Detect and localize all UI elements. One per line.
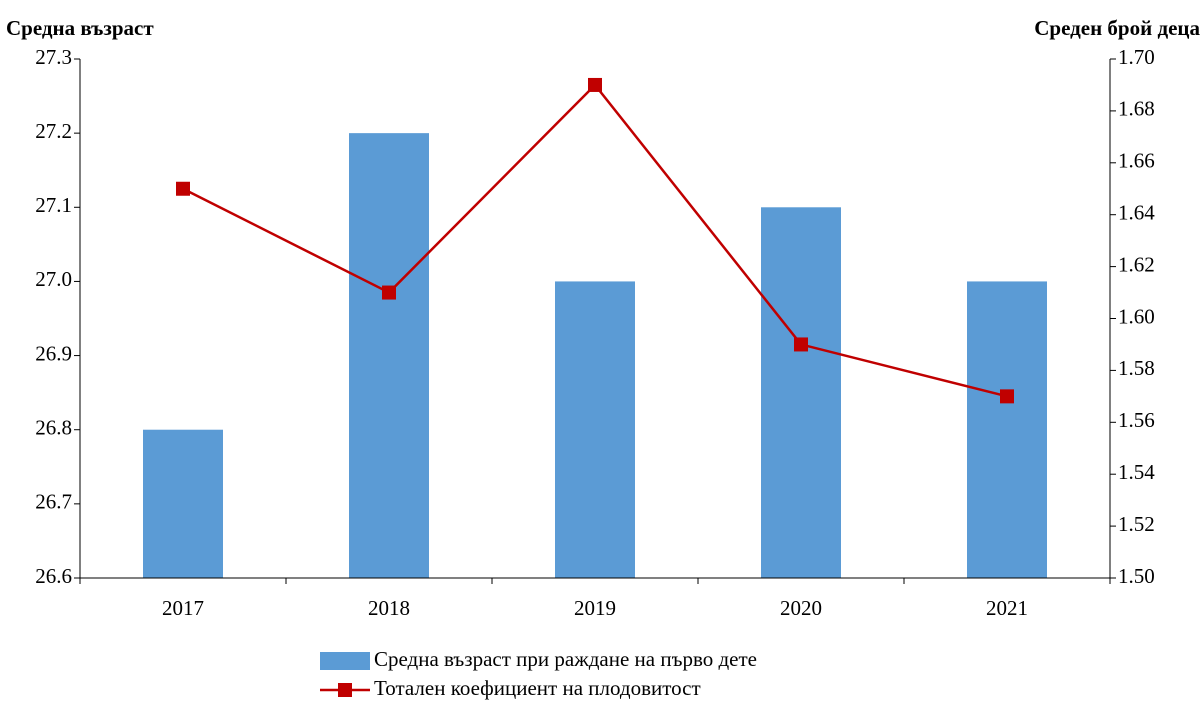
x-tick-label: 2021 — [986, 596, 1028, 620]
y2-tick-label: 1.60 — [1118, 304, 1155, 328]
y2-axis-title: Среден брой деца — [1034, 16, 1200, 40]
bar — [349, 133, 429, 578]
y2-tick-label: 1.68 — [1118, 97, 1155, 121]
x-tick-label: 2020 — [780, 596, 822, 620]
y-tick-label: 26.9 — [35, 341, 72, 365]
y-axis-title: Средна възраст — [6, 16, 154, 40]
bar — [143, 429, 223, 578]
legend-swatch — [320, 652, 370, 670]
line-marker — [588, 77, 602, 92]
y2-tick-label: 1.52 — [1118, 512, 1155, 536]
y-tick-label: 27.3 — [35, 45, 72, 69]
x-tick-label: 2017 — [162, 596, 204, 620]
bar — [555, 281, 635, 578]
y-tick-label: 26.6 — [35, 564, 72, 588]
y-tick-label: 26.8 — [35, 416, 72, 440]
line-marker — [794, 337, 808, 352]
y2-tick-label: 1.58 — [1118, 356, 1155, 380]
line-marker — [382, 285, 396, 300]
y-tick-label: 27.1 — [35, 193, 72, 217]
y2-tick-label: 1.50 — [1118, 564, 1155, 588]
y2-tick-label: 1.54 — [1118, 460, 1155, 484]
bar — [967, 281, 1047, 578]
y-tick-label: 27.2 — [35, 119, 72, 143]
bar — [761, 207, 841, 579]
y2-tick-label: 1.66 — [1118, 149, 1155, 173]
legend-label: Средна възраст при раждане на първо дете — [374, 647, 757, 671]
line-marker — [1000, 389, 1014, 404]
x-tick-label: 2018 — [368, 596, 410, 620]
y-tick-label: 26.7 — [35, 490, 72, 514]
legend-swatch-marker — [338, 683, 352, 697]
y2-tick-label: 1.62 — [1118, 252, 1155, 276]
x-tick-label: 2019 — [574, 596, 616, 620]
y2-tick-label: 1.64 — [1118, 201, 1155, 225]
line-marker — [176, 181, 190, 196]
legend-label: Тотален коефициент на плодовитост — [374, 676, 701, 700]
y-tick-label: 27.0 — [35, 267, 72, 291]
y2-tick-label: 1.70 — [1118, 45, 1155, 69]
y2-tick-label: 1.56 — [1118, 408, 1155, 432]
